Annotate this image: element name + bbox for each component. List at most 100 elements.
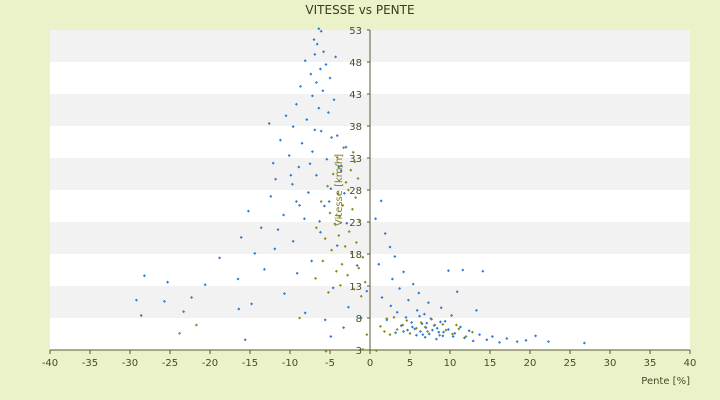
data-point bbox=[451, 335, 455, 339]
data-point bbox=[498, 340, 502, 344]
data-point bbox=[378, 324, 382, 328]
data-point bbox=[441, 334, 445, 338]
data-point bbox=[410, 325, 414, 329]
data-point bbox=[332, 98, 336, 102]
data-point bbox=[291, 239, 295, 243]
x-tick-label: 5 bbox=[407, 358, 413, 369]
data-point bbox=[333, 222, 337, 226]
data-point bbox=[335, 155, 339, 159]
data-point bbox=[417, 291, 421, 295]
data-point bbox=[237, 307, 241, 311]
data-point bbox=[443, 319, 447, 323]
data-point bbox=[340, 262, 344, 266]
data-point bbox=[319, 29, 323, 33]
y-tick-label: 8 bbox=[356, 314, 362, 325]
data-point bbox=[453, 331, 457, 335]
data-point bbox=[239, 235, 243, 239]
data-point bbox=[331, 286, 335, 290]
data-point bbox=[524, 338, 528, 342]
data-point bbox=[327, 200, 331, 204]
data-point bbox=[134, 298, 138, 302]
x-tick-label: -25 bbox=[162, 358, 178, 369]
data-point bbox=[380, 296, 384, 300]
data-point bbox=[410, 320, 414, 324]
data-point bbox=[377, 262, 381, 266]
data-point bbox=[284, 114, 288, 118]
x-tick-label: 35 bbox=[644, 358, 657, 369]
x-tick-label: -35 bbox=[82, 358, 98, 369]
data-point bbox=[262, 267, 266, 271]
y-tick-label: 48 bbox=[349, 58, 362, 69]
data-point bbox=[190, 296, 194, 300]
data-point bbox=[365, 333, 369, 337]
y-tick-label: 43 bbox=[349, 90, 362, 101]
data-point bbox=[515, 340, 519, 344]
data-point bbox=[478, 333, 482, 337]
data-point bbox=[406, 298, 410, 302]
data-point bbox=[414, 326, 418, 330]
data-point bbox=[411, 282, 415, 286]
data-point bbox=[358, 218, 362, 222]
data-point bbox=[317, 106, 321, 110]
y-tick-label: 53 bbox=[349, 26, 362, 37]
data-point bbox=[306, 191, 310, 195]
data-point bbox=[334, 55, 338, 59]
data-point bbox=[322, 50, 326, 54]
data-point bbox=[458, 325, 462, 329]
data-point bbox=[342, 326, 346, 330]
data-point bbox=[467, 329, 471, 333]
data-point bbox=[310, 94, 314, 98]
data-point bbox=[319, 200, 323, 204]
data-point bbox=[314, 276, 318, 280]
data-point bbox=[414, 333, 418, 337]
x-tick-label: 20 bbox=[524, 358, 537, 369]
data-point bbox=[343, 244, 347, 248]
data-point bbox=[335, 244, 339, 248]
data-point bbox=[317, 27, 321, 31]
data-point bbox=[359, 294, 363, 298]
data-point bbox=[481, 269, 485, 273]
data-point bbox=[321, 89, 325, 93]
data-point bbox=[582, 341, 586, 345]
data-point bbox=[357, 266, 361, 270]
x-tick-label: -40 bbox=[42, 358, 58, 369]
data-point bbox=[314, 173, 318, 177]
data-point bbox=[303, 311, 307, 315]
data-point bbox=[323, 237, 327, 241]
data-point bbox=[390, 277, 394, 281]
data-point bbox=[346, 188, 350, 192]
data-point bbox=[321, 259, 325, 263]
data-point bbox=[354, 240, 358, 244]
data-point bbox=[393, 255, 397, 259]
data-point bbox=[276, 228, 280, 232]
y-tick-label: 38 bbox=[349, 122, 362, 133]
data-point bbox=[278, 138, 282, 142]
data-point bbox=[388, 333, 392, 337]
y-tick-label: 23 bbox=[349, 218, 362, 229]
data-point bbox=[426, 301, 430, 305]
data-point bbox=[309, 72, 313, 76]
x-axis-label: Pente [%] bbox=[641, 376, 690, 387]
data-point bbox=[425, 321, 429, 325]
data-point bbox=[534, 334, 538, 338]
data-point bbox=[338, 283, 342, 287]
x-tick-label: 0 bbox=[367, 358, 373, 369]
data-point bbox=[330, 248, 334, 252]
x-tick-label: -20 bbox=[202, 358, 218, 369]
data-point bbox=[385, 317, 389, 321]
data-point bbox=[267, 121, 271, 125]
data-point bbox=[455, 290, 459, 294]
data-point bbox=[454, 323, 458, 327]
data-point bbox=[435, 326, 439, 330]
data-point bbox=[346, 273, 350, 277]
data-point bbox=[382, 329, 386, 333]
data-point bbox=[236, 277, 240, 281]
y-tick-label: 18 bbox=[349, 250, 362, 261]
data-point bbox=[328, 211, 332, 215]
data-point bbox=[274, 177, 278, 181]
data-point bbox=[259, 226, 263, 230]
data-point bbox=[394, 331, 398, 335]
data-point bbox=[422, 312, 426, 316]
data-point bbox=[313, 52, 317, 56]
data-point bbox=[294, 200, 298, 204]
